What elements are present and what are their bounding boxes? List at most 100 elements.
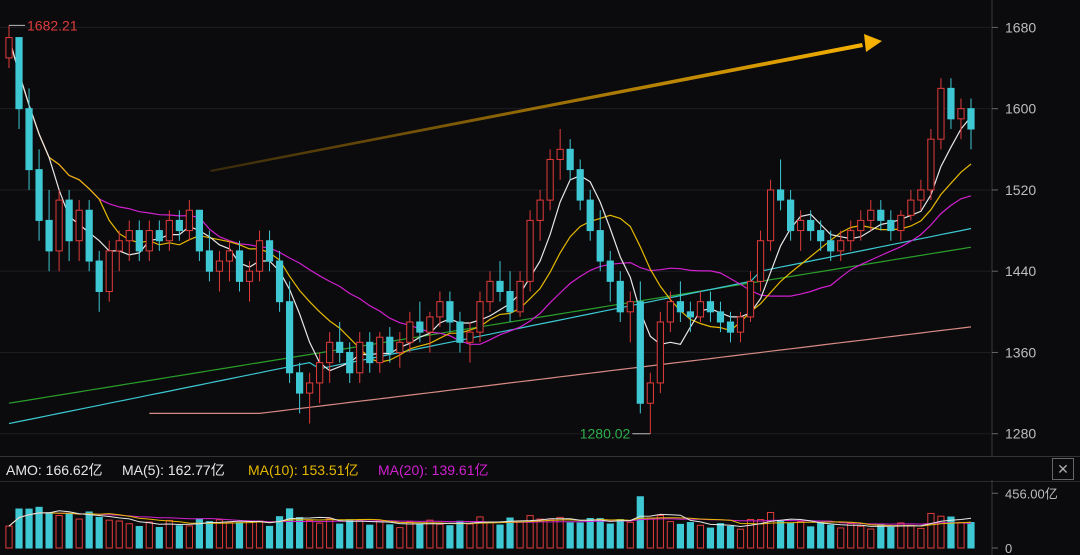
candle-body [376, 336, 384, 364]
volume-bar [326, 518, 334, 549]
volume-bar [386, 524, 394, 549]
candle-body [516, 280, 524, 313]
candle-body [827, 240, 835, 252]
volume-bar [225, 522, 234, 549]
volume-bar [967, 522, 975, 549]
volume-bar [185, 525, 193, 549]
candle [406, 311, 414, 353]
candle-body [706, 301, 715, 313]
candle [937, 78, 945, 150]
candle-body [736, 316, 745, 333]
candle-body [396, 341, 404, 353]
ma-salmon-line [149, 326, 972, 414]
volume-bar [25, 508, 33, 549]
candle-body [506, 291, 514, 313]
candle [596, 210, 604, 272]
candle [386, 327, 394, 363]
candle-body [306, 382, 314, 394]
volume-bar [877, 524, 885, 549]
candle [205, 230, 214, 282]
candle [215, 250, 224, 292]
volume-bar [907, 525, 915, 549]
candle [145, 220, 153, 262]
candle [626, 291, 634, 343]
candle-body [65, 199, 73, 242]
candle-body [756, 240, 765, 282]
candle [346, 342, 354, 383]
candle-body [576, 169, 584, 201]
volume-bar [837, 527, 845, 549]
candle-body [776, 189, 785, 201]
volume-chart: 0 456.00亿 [5, 480, 1058, 555]
candle [546, 149, 554, 211]
volume-bar [937, 515, 945, 549]
candle [696, 291, 705, 322]
volume-bar [416, 524, 424, 549]
candle [616, 271, 624, 322]
candle [756, 230, 765, 292]
candle-body [155, 230, 163, 242]
volume-bar [586, 517, 594, 549]
volume-bar [536, 518, 544, 549]
candle-body [686, 311, 695, 318]
candle [55, 189, 63, 272]
volume-bar [887, 526, 895, 549]
candle-body [546, 158, 554, 201]
volume-bar [446, 525, 454, 549]
candle [536, 189, 544, 241]
candle-body [125, 230, 133, 242]
candle-body [326, 341, 334, 364]
candle [746, 271, 755, 322]
price-tick-label: 1520 [1005, 182, 1036, 198]
candle [807, 210, 815, 241]
volume-bar [95, 516, 103, 549]
volume-bar [175, 525, 183, 549]
candle [185, 200, 193, 241]
volume-bar [275, 516, 284, 549]
candle [85, 200, 93, 272]
volume-bar [406, 521, 414, 549]
candle-body [897, 214, 905, 232]
candle [456, 311, 464, 353]
candle-body [285, 301, 294, 374]
candle [787, 189, 795, 241]
candle-body [195, 209, 204, 252]
price-tick-label: 1280 [1005, 426, 1036, 442]
volume-bar [336, 523, 344, 549]
price-tick-label: 1440 [1005, 263, 1036, 279]
volume-bar [827, 524, 835, 549]
candle-body [797, 219, 805, 232]
candle [706, 291, 715, 322]
candle-body [857, 219, 865, 232]
candle-body [596, 230, 604, 262]
volume-bar [506, 517, 514, 549]
candle [436, 291, 444, 328]
candle-body [496, 280, 504, 293]
volume-bar [85, 511, 93, 549]
candle [65, 189, 73, 262]
volume-bar [576, 522, 584, 549]
volume-bar [646, 517, 654, 549]
candle-body [406, 321, 414, 343]
candle-body [626, 301, 634, 313]
ma10-label: MA(10): 153.51亿 [248, 462, 359, 478]
candle-body [456, 321, 464, 343]
volume-tick-label: 0 [1005, 541, 1012, 555]
volume-bar [546, 518, 554, 549]
candle [516, 271, 524, 317]
candle-body [696, 301, 705, 318]
volume-bar [235, 522, 244, 549]
candle [195, 209, 204, 262]
close-icon: ✕ [1057, 461, 1069, 477]
candle [75, 200, 83, 262]
candle [586, 189, 594, 241]
candle [466, 321, 474, 363]
candle-body [45, 219, 53, 252]
close-button[interactable]: ✕ [1052, 458, 1074, 480]
candle-body [165, 219, 173, 242]
price-tick-label: 1680 [1005, 19, 1036, 35]
volume-bar [65, 513, 73, 549]
candle [576, 159, 584, 211]
ma-green-line [8, 246, 972, 404]
candle-body [746, 280, 755, 318]
